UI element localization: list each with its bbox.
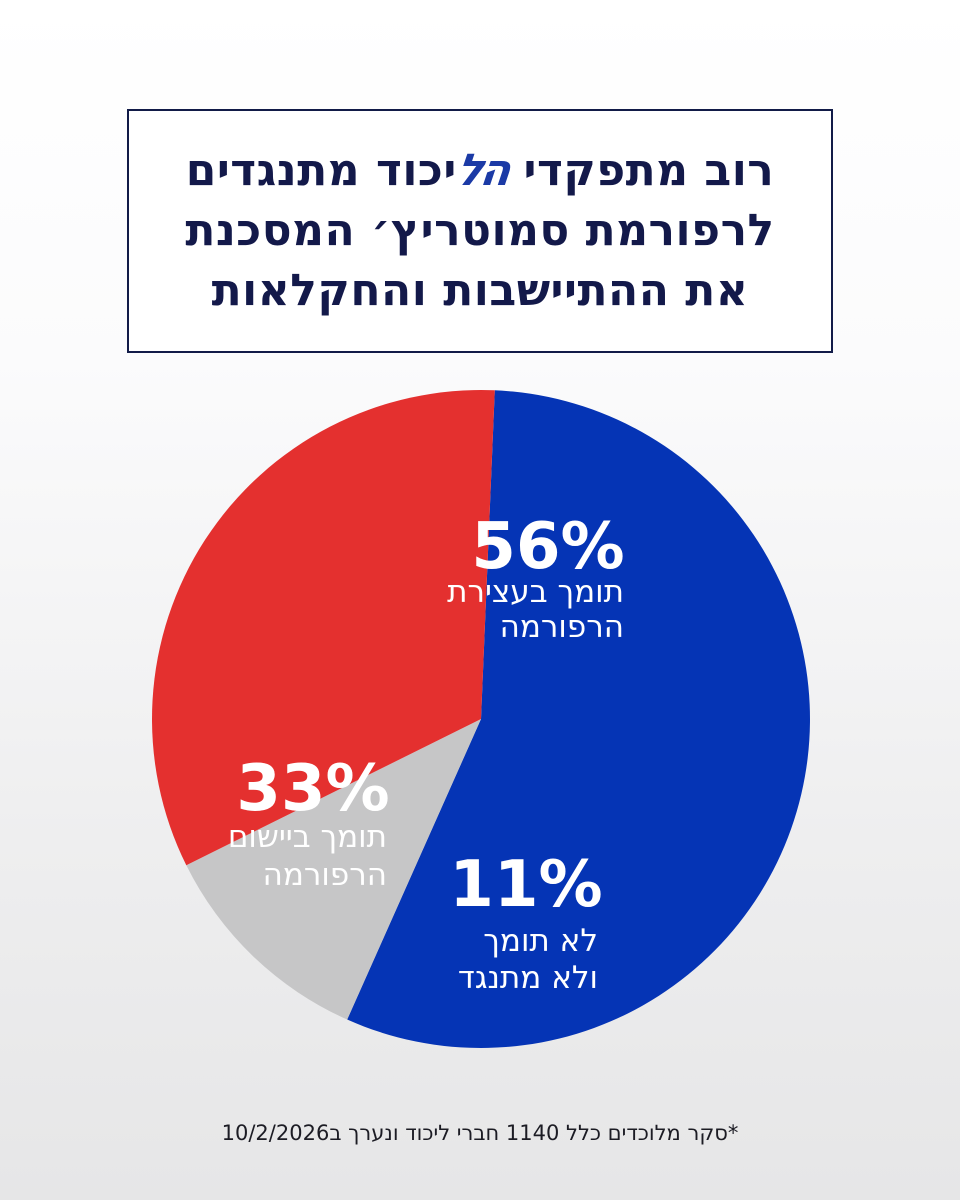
slice-11-label-line-2: ולא מתנגד [458,960,598,996]
title-line-3: את ההתיישבות והחקלאות [211,265,749,316]
slice-11-label-line-1: לא תומך [483,923,598,959]
slice-33-label-line-2: הרפורמה [263,857,387,893]
title-line-1-start: רוב מתפקדי [507,145,775,196]
slice-33-percent: 33% [236,752,389,826]
title-box: רוב מתפקדי הליכוד מתנגדים לרפורמת סמוטרי… [127,109,833,353]
slice-11-percent: 11% [449,848,602,922]
pie-slice-11 [186,719,481,1020]
pie-slices [152,390,810,1049]
slice-56-label-line-2: הרפורמה [500,609,624,645]
title-line-2: לרפורמת סמוטריץ׳ המסכנת [185,205,775,256]
slice-56-label-line-1: תומך בעצירת [447,574,624,610]
slice-56-percent: 56% [471,510,624,584]
pie-slice-33 [152,390,495,866]
chart-title: רוב מתפקדי הליכוד מתנגדים לרפורמת סמוטרי… [185,141,774,321]
pie-slice-56 [347,390,810,1049]
title-line-1: רוב מתפקדי הליכוד מתנגדים [185,141,774,201]
slice-33-label-line-1: תומך ביישום [228,819,387,855]
survey-footnote: *סקר מלוכדים כלל 1140 חברי ליכוד ונערך ב… [221,1121,739,1145]
title-line-1-end: יכוד מתנגדים [185,145,457,196]
